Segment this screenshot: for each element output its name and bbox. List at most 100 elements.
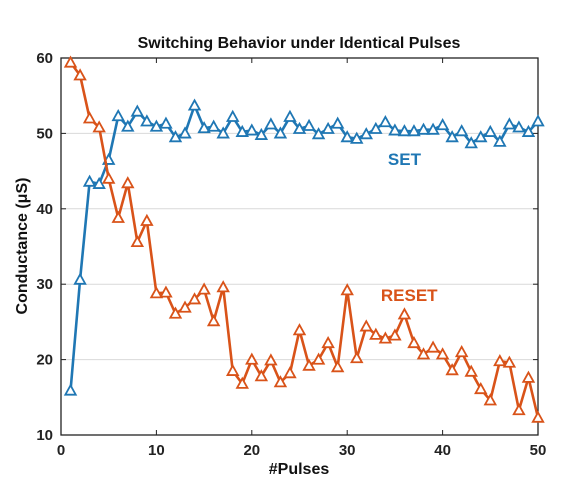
data-point-set <box>121 119 135 132</box>
data-point-set <box>521 124 536 137</box>
data-point-set <box>178 126 192 139</box>
data-point-set <box>426 122 440 135</box>
data-point-reset <box>121 176 135 189</box>
x-tick-label: 10 <box>148 442 165 459</box>
data-point-reset <box>445 363 459 376</box>
data-point-set <box>388 123 402 136</box>
data-point-reset <box>474 381 488 395</box>
data-point-reset <box>92 120 106 133</box>
data-point-set <box>397 124 412 137</box>
data-point-set <box>63 383 78 396</box>
data-point-set <box>359 127 374 140</box>
data-point-reset <box>73 68 87 81</box>
data-point-set <box>292 121 307 134</box>
data-point-reset <box>426 340 440 353</box>
data-point-reset <box>292 323 307 336</box>
data-point-set <box>340 130 354 143</box>
data-point-reset <box>101 171 116 184</box>
data-point-set <box>502 117 517 130</box>
data-point-reset <box>350 351 364 364</box>
data-point-set <box>273 126 288 139</box>
data-point-set <box>454 124 469 137</box>
data-point-reset <box>235 376 249 389</box>
data-point-set <box>235 124 249 137</box>
data-point-set <box>311 127 326 140</box>
data-point-reset <box>311 352 326 365</box>
data-point-set <box>483 124 498 137</box>
x-tick-label: 0 <box>57 442 65 459</box>
data-point-set <box>168 130 183 143</box>
chart-title: Switching Behavior under Identical Pulse… <box>138 35 461 52</box>
x-axis-label: #Pulses <box>269 461 330 478</box>
data-point-set <box>140 114 154 127</box>
data-point-reset <box>82 111 97 124</box>
data-point-set <box>283 109 297 122</box>
annotation-layer: SET RESET <box>381 150 438 305</box>
x-tick-label: 40 <box>434 442 451 459</box>
data-point-reset <box>254 369 269 382</box>
data-point-reset <box>63 55 78 68</box>
data-point-set <box>264 117 278 130</box>
data-point-reset <box>359 319 374 332</box>
x-tick-label: 30 <box>339 442 356 459</box>
series-layer <box>63 55 545 423</box>
data-point-reset <box>388 328 402 341</box>
data-point-reset <box>321 335 335 349</box>
data-point-set <box>531 114 545 127</box>
data-point-set <box>111 109 125 122</box>
data-point-set <box>206 119 221 132</box>
data-point-set <box>464 136 478 149</box>
y-tick-label: 20 <box>36 352 53 369</box>
data-point-reset <box>378 331 393 344</box>
data-point-reset <box>130 234 145 248</box>
data-point-set <box>474 130 488 143</box>
data-point-reset <box>187 292 202 305</box>
data-point-set <box>216 126 230 139</box>
data-point-reset <box>225 363 240 376</box>
data-point-set <box>369 121 383 134</box>
data-point-set <box>435 118 450 131</box>
x-tick-label: 50 <box>530 442 547 459</box>
data-point-reset <box>502 355 517 368</box>
data-point-reset <box>178 300 192 313</box>
data-point-reset <box>407 335 421 349</box>
data-point-set <box>330 116 345 129</box>
data-point-reset <box>245 352 259 365</box>
y-tick-label: 50 <box>36 125 53 142</box>
data-point-set <box>445 130 459 143</box>
data-point-set <box>82 174 97 187</box>
data-point-reset <box>159 285 173 298</box>
data-point-reset <box>416 347 431 360</box>
y-tick-label: 60 <box>36 50 53 67</box>
data-point-reset <box>330 360 345 373</box>
data-point-reset <box>483 393 498 406</box>
data-point-set <box>350 131 364 144</box>
series-reset <box>63 55 545 423</box>
data-point-set <box>187 98 202 111</box>
data-point-reset <box>340 283 354 296</box>
data-point-reset <box>493 354 507 367</box>
data-point-reset <box>273 375 288 388</box>
data-point-reset <box>464 364 478 377</box>
data-point-set <box>493 134 507 147</box>
data-point-reset <box>369 327 383 340</box>
data-point-reset <box>264 353 278 366</box>
data-point-set <box>321 121 335 134</box>
y-axis-label: Conductance (μS) <box>14 178 31 315</box>
y-tick-label: 40 <box>36 201 53 218</box>
data-point-reset <box>149 286 164 299</box>
data-point-set <box>130 104 145 117</box>
y-tick-label: 10 <box>36 427 53 444</box>
data-point-set <box>159 116 173 129</box>
data-point-set <box>378 115 393 128</box>
data-point-reset <box>168 306 183 319</box>
data-point-reset <box>216 280 230 293</box>
data-point-set <box>254 127 269 140</box>
annotation-set: SET <box>388 150 422 169</box>
data-point-set <box>302 118 316 131</box>
data-point-reset <box>397 307 412 320</box>
data-point-set <box>197 121 211 134</box>
data-point-reset <box>302 358 316 371</box>
data-point-reset <box>521 370 536 383</box>
